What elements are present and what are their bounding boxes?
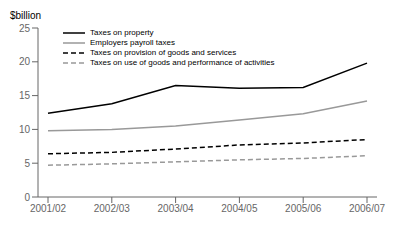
svg-text:2002/03: 2002/03	[94, 203, 131, 214]
svg-text:20: 20	[19, 56, 31, 67]
html-text:Taxes on use of goods and perf: Taxes on use of goods and performance of…	[90, 58, 275, 67]
svg-text:2001/02: 2001/02	[30, 203, 67, 214]
html-text:Taxes on property: Taxes on property	[90, 28, 154, 37]
svg-text:2005/06: 2005/06	[285, 203, 322, 214]
svg-text:2004/05: 2004/05	[221, 203, 258, 214]
svg-text:10: 10	[19, 124, 31, 135]
svg-text:15: 15	[19, 90, 31, 101]
html-text:Employers payroll taxes: Employers payroll taxes	[90, 38, 175, 47]
svg-text:5: 5	[24, 158, 30, 169]
svg-text:25: 25	[19, 23, 31, 34]
svg-text:2006/07: 2006/07	[349, 203, 386, 214]
html-text:$billion: $billion	[10, 10, 42, 21]
svg-text:0: 0	[24, 192, 30, 203]
html-text:Taxes on provision of goods an: Taxes on provision of goods and services	[90, 48, 237, 57]
svg-text:2003/04: 2003/04	[158, 203, 195, 214]
